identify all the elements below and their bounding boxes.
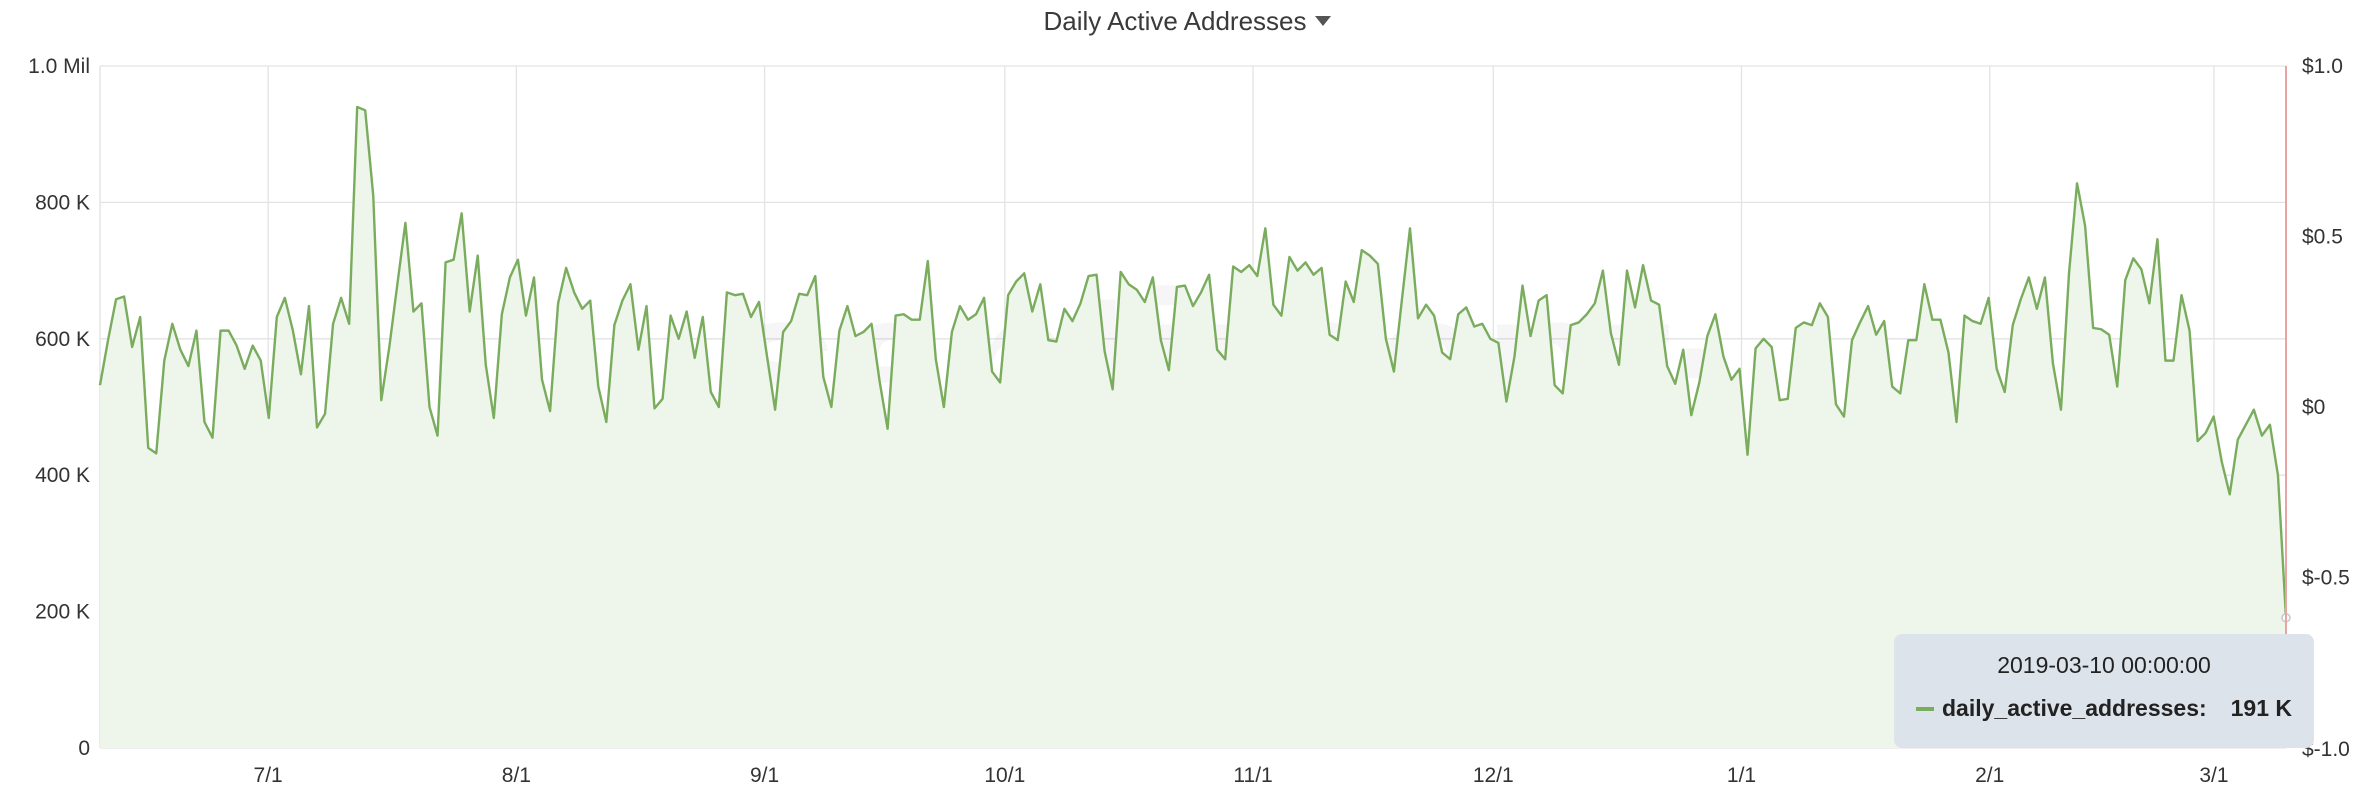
y2-tick-label-1: $0.5 [2302, 226, 2343, 249]
tooltip-row: daily_active_addresses: 191 K [1916, 695, 2292, 722]
y2-tick-label-2: $0 [2302, 396, 2325, 419]
y2-tick-label-3: $-0.5 [2302, 567, 2350, 590]
tooltip-date: 2019-03-10 00:00:00 [1997, 652, 2211, 678]
y-tick-label-2: 400 K [35, 464, 90, 487]
y2-tick-label-0: $1.0 [2302, 55, 2343, 78]
x-tick-label-3: 10/1 [984, 764, 1025, 787]
tooltip-series-value: 191 K [2230, 695, 2292, 721]
hover-tooltip: 2019-03-10 00:00:00 daily_active_address… [1894, 634, 2314, 748]
x-tick-label-7: 2/1 [1975, 764, 2004, 787]
y-tick-label-0: 0 [78, 737, 90, 760]
y-axis-left: 0 200 K 400 K 600 K 800 K 1.0 Mil [28, 55, 90, 760]
chart-title-dropdown[interactable]: Daily Active Addresses [0, 6, 2374, 42]
y-tick-label-4: 800 K [35, 191, 90, 214]
series-area-fill [100, 106, 2286, 749]
y-tick-label-3: 600 K [35, 328, 90, 351]
series-area-layer [98, 66, 2291, 749]
chart-title: Daily Active Addresses [1043, 6, 1307, 36]
x-tick-label-4: 11/1 [1233, 764, 1272, 787]
y-tick-label-1: 200 K [35, 601, 90, 624]
tooltip-series-label: daily_active_addresses: [1942, 695, 2207, 721]
y-tick-label-5: 1.0 Mil [28, 55, 90, 78]
x-tick-label-0: 7/1 [254, 764, 283, 787]
x-axis: 7/1 8/1 9/1 10/1 11/1 12/1 1/1 2/1 3/1 [254, 764, 2229, 787]
x-tick-label-5: 12/1 [1473, 764, 1514, 787]
chevron-down-icon[interactable] [1314, 16, 1331, 27]
x-tick-label-2: 9/1 [750, 764, 779, 787]
x-tick-label-6: 1/1 [1727, 764, 1756, 787]
series-swatch [1916, 706, 1934, 711]
series-line-daily-active-addresses [98, 105, 2288, 618]
x-tick-label-8: 3/1 [2199, 764, 2228, 787]
y2-tick-label-4: $-1.0 [2302, 738, 2350, 761]
x-tick-label-1: 8/1 [502, 764, 531, 787]
y-axis-right: $1.0 $0.5 $0 $-0.5 $-1.0 [2302, 55, 2350, 761]
